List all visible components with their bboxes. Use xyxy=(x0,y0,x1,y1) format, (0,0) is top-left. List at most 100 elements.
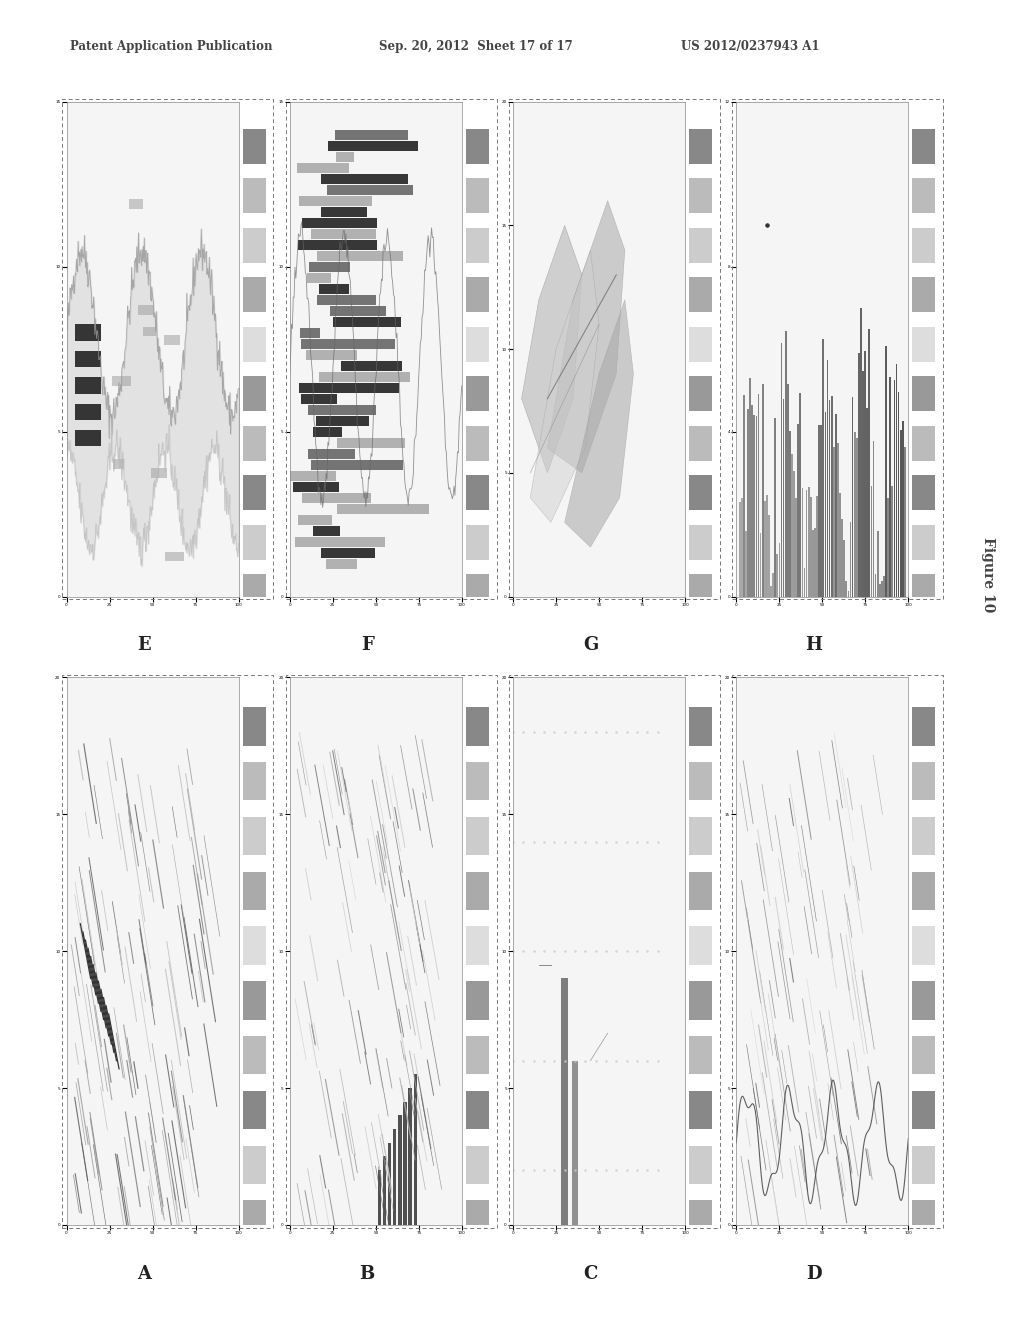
Bar xyxy=(912,1090,935,1129)
Text: E: E xyxy=(137,636,151,655)
Bar xyxy=(301,339,395,348)
Bar xyxy=(912,708,935,746)
Bar xyxy=(243,376,265,411)
Bar xyxy=(812,529,814,597)
Bar xyxy=(301,393,337,404)
Bar xyxy=(912,129,935,164)
Bar xyxy=(842,520,843,597)
Bar xyxy=(743,395,744,597)
Bar xyxy=(308,405,376,414)
Bar xyxy=(830,396,833,597)
Bar xyxy=(466,574,488,609)
Bar xyxy=(689,327,712,362)
Bar xyxy=(816,496,818,597)
Bar xyxy=(466,871,488,909)
Bar xyxy=(689,475,712,510)
Bar xyxy=(409,1088,412,1225)
Bar xyxy=(912,762,935,800)
Bar xyxy=(912,228,935,263)
Bar xyxy=(912,1200,935,1238)
Text: A: A xyxy=(137,1265,151,1283)
Bar xyxy=(689,426,712,461)
Bar xyxy=(466,981,488,1019)
Bar xyxy=(770,586,772,597)
Bar xyxy=(902,421,903,597)
Bar xyxy=(885,346,887,597)
Bar xyxy=(752,405,753,597)
Bar xyxy=(335,129,408,140)
Bar xyxy=(745,532,746,597)
Bar xyxy=(818,425,820,597)
Bar xyxy=(333,317,400,326)
Bar xyxy=(75,351,101,367)
Bar xyxy=(689,277,712,312)
Bar xyxy=(689,762,712,800)
Bar xyxy=(243,1146,265,1184)
Bar xyxy=(896,363,897,597)
Bar xyxy=(894,380,895,597)
Bar xyxy=(165,552,183,561)
Bar xyxy=(892,487,893,597)
Bar xyxy=(912,1146,935,1184)
Bar xyxy=(912,327,935,362)
Bar xyxy=(243,981,265,1019)
Bar xyxy=(822,339,824,597)
Bar xyxy=(321,174,408,183)
Bar xyxy=(393,1129,396,1225)
Bar xyxy=(877,531,879,597)
Bar xyxy=(852,397,853,597)
Bar xyxy=(739,503,740,597)
Bar xyxy=(741,498,742,597)
Bar xyxy=(689,1090,712,1129)
Text: US 2012/0237943 A1: US 2012/0237943 A1 xyxy=(681,40,819,53)
Bar xyxy=(868,329,870,597)
Bar xyxy=(317,251,403,260)
Bar xyxy=(790,430,791,597)
Bar xyxy=(466,327,488,362)
Bar xyxy=(782,400,784,597)
Bar xyxy=(143,326,156,337)
Bar xyxy=(912,574,935,609)
Bar xyxy=(243,817,265,855)
Bar xyxy=(780,343,782,597)
Bar xyxy=(866,408,868,597)
Bar xyxy=(840,492,841,597)
Bar xyxy=(689,1036,712,1074)
Text: H: H xyxy=(805,636,822,655)
Bar xyxy=(689,178,712,213)
Text: G: G xyxy=(583,636,598,655)
Bar xyxy=(466,228,488,263)
Bar xyxy=(290,471,336,480)
Bar xyxy=(243,178,265,213)
Bar xyxy=(297,162,349,173)
Text: F: F xyxy=(360,636,374,655)
Bar xyxy=(874,574,877,597)
Bar xyxy=(689,871,712,909)
Bar xyxy=(243,426,265,461)
Bar xyxy=(466,426,488,461)
Bar xyxy=(887,499,889,597)
Polygon shape xyxy=(548,201,625,473)
Bar xyxy=(883,576,885,597)
Bar xyxy=(311,228,376,239)
Bar xyxy=(860,308,862,597)
Bar xyxy=(848,591,849,597)
Bar xyxy=(912,871,935,909)
Bar xyxy=(862,371,864,597)
Bar xyxy=(890,378,891,597)
Bar xyxy=(112,376,131,385)
Bar xyxy=(758,393,760,597)
Bar xyxy=(298,240,377,249)
Bar xyxy=(378,1171,381,1225)
Bar xyxy=(912,1036,935,1074)
Bar xyxy=(768,515,770,597)
Bar xyxy=(315,416,369,425)
Bar xyxy=(806,490,808,597)
Bar xyxy=(800,393,801,597)
Bar xyxy=(824,412,826,597)
Text: Sep. 20, 2012  Sheet 17 of 17: Sep. 20, 2012 Sheet 17 of 17 xyxy=(379,40,572,53)
Bar xyxy=(689,927,712,965)
Bar xyxy=(298,515,332,524)
Bar xyxy=(689,817,712,855)
Bar xyxy=(243,129,265,164)
